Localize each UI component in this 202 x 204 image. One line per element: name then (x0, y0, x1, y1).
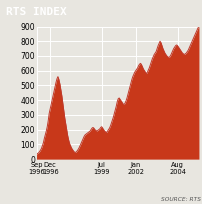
Text: RTS INDEX: RTS INDEX (6, 7, 66, 17)
Text: SOURCE: RTS: SOURCE: RTS (160, 197, 200, 202)
